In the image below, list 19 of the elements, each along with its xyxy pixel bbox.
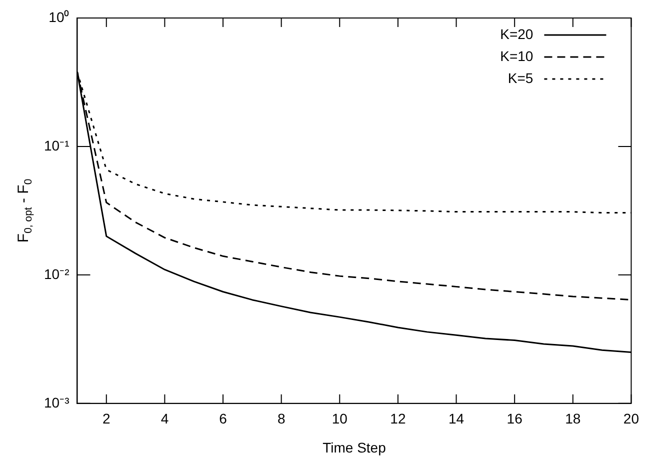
x-tick-label: 12 [390,410,406,427]
x-tick-label: 14 [448,410,464,427]
x-tick-label: 2 [102,410,110,427]
x-axis-title: Time Step [322,439,386,456]
y-tick-label: 10⁰ [48,8,70,25]
x-tick-label: 4 [160,410,169,427]
x-tick-label: 16 [506,410,523,427]
legend-label: K=5 [508,70,534,86]
legend-label: K=10 [500,48,534,64]
x-tick-label: 6 [219,410,228,427]
x-tick-label: 18 [565,410,581,427]
y-tick-label: 10⁻³ [44,394,70,410]
x-tick-label: 8 [277,410,286,427]
x-tick-label: 10 [332,410,348,427]
y-tick-label: 10⁻¹ [44,137,70,154]
x-tick-label: 20 [623,410,640,427]
y-axis-title: F0, opt - F0 [15,178,34,243]
y-tick-label: 10⁻² [44,266,70,282]
legend-label: K=20 [500,26,534,42]
